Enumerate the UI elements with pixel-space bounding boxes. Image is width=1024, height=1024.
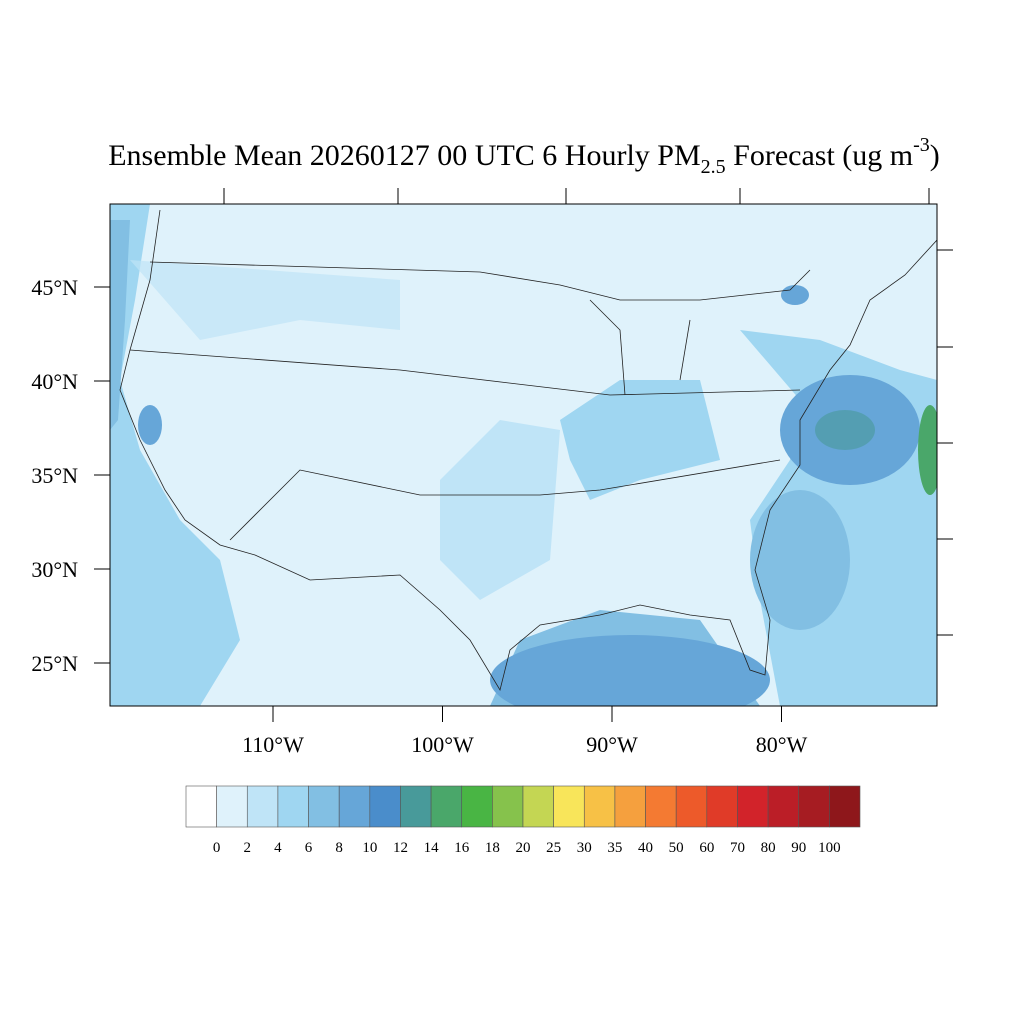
colorbar-swatch <box>614 785 646 828</box>
map-field <box>110 204 937 706</box>
colorbar-swatch <box>645 785 677 828</box>
lat-label: 35°N <box>31 463 78 488</box>
colorbar-swatch <box>246 785 279 828</box>
colorbar-label: 80 <box>761 840 776 856</box>
frame-ticks <box>223 188 953 636</box>
colorbar-swatch <box>675 785 708 828</box>
colorbar-label: 14 <box>424 840 440 856</box>
colorbar-label: 2 <box>244 840 252 856</box>
colorbar-label: 30 <box>577 840 592 856</box>
lat-label: 30°N <box>31 557 78 582</box>
colorbar-label: 90 <box>791 840 806 856</box>
colorbar-swatch <box>706 785 738 828</box>
colorbar-swatch <box>277 785 309 828</box>
title-main: Ensemble Mean 20260127 00 UTC 6 Hourly P… <box>108 139 700 172</box>
colorbar-label: 50 <box>669 840 684 856</box>
colorbar-label: 16 <box>454 840 470 856</box>
axis-labels: 45°N 40°N 35°N 30°N 25°N 110°W 100°W 90°W 80°W <box>31 275 807 757</box>
colorbar-swatch <box>185 785 217 828</box>
colorbar-label: 70 <box>730 840 745 856</box>
colorbar-swatch <box>767 785 800 828</box>
colorbar-label: 0 <box>213 840 221 856</box>
colorbar-label: 40 <box>638 840 653 856</box>
colorbar-label: 10 <box>362 840 377 856</box>
colorbar-swatch <box>522 785 554 828</box>
colorbar-swatch <box>492 785 524 828</box>
colorbar-label: 60 <box>699 840 714 856</box>
colorbar-label: 12 <box>393 840 408 856</box>
title-sup: -3 <box>913 134 930 156</box>
colorbar-swatch <box>553 785 585 828</box>
title-end: ) <box>930 139 940 172</box>
colorbar-swatch <box>400 785 432 828</box>
colorbar-swatch <box>338 785 371 828</box>
colorbar-label: 20 <box>516 840 531 856</box>
colorbar-swatch <box>798 785 830 828</box>
colorbar-swatch <box>829 785 861 828</box>
colorbar-label: 4 <box>274 840 282 856</box>
lat-label: 45°N <box>31 275 78 300</box>
colorbar-label: 8 <box>335 840 343 856</box>
colorbar-swatch <box>308 785 340 828</box>
title-mid: Forecast (ug m <box>726 139 913 172</box>
colorbar-label: 35 <box>607 840 622 856</box>
lat-label: 40°N <box>31 369 78 394</box>
colorbar-label: 18 <box>485 840 500 856</box>
lon-label: 90°W <box>586 732 638 757</box>
colorbar-swatch <box>430 785 463 828</box>
lat-label: 25°N <box>31 651 78 676</box>
colorbar-swatch <box>737 785 769 828</box>
colorbar-swatch <box>369 785 401 828</box>
colorbar-swatch <box>583 785 616 828</box>
colorbar-label: 100 <box>818 840 841 856</box>
lon-label: 100°W <box>411 732 474 757</box>
lon-label: 80°W <box>756 732 808 757</box>
colorbar-label: 6 <box>305 840 313 856</box>
colorbar: 0 2 4 6 8 10 12 14 16 18 20 25 30 35 40 50 60 70 80 90 100 <box>185 785 861 856</box>
title-sub: 2.5 <box>701 156 726 178</box>
title: Ensemble Mean 20260127 00 UTC 6 Hourly P… <box>108 134 940 178</box>
colorbar-swatch <box>216 785 248 828</box>
lon-label: 110°W <box>242 732 304 757</box>
map-frame <box>109 203 938 707</box>
colorbar-swatch <box>461 785 493 828</box>
coastline <box>119 209 937 692</box>
colorbar-label: 25 <box>546 840 561 856</box>
